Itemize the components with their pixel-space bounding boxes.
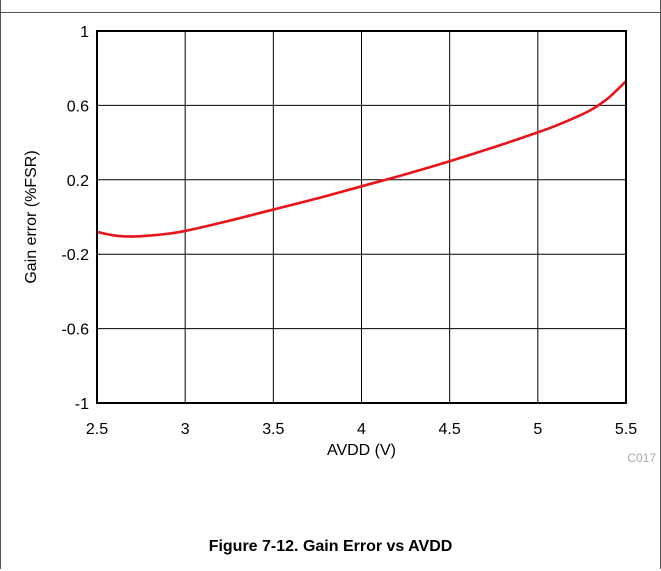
y-tick-label: 1 — [80, 24, 89, 41]
x-tick-label: 5.5 — [615, 421, 637, 438]
y-axis-label: Gain error (%FSR) — [23, 150, 40, 283]
figure-caption: Figure 7-12. Gain Error vs AVDD — [208, 538, 453, 555]
x-tick-labels: 2.5 3 3.5 4 4.5 5 5.5 — [86, 421, 637, 438]
figure-code-label: C017 — [627, 451, 656, 465]
y-tick-label: 0.6 — [67, 98, 89, 115]
x-tick-label: 4 — [357, 421, 366, 438]
y-tick-label: 0.2 — [67, 173, 89, 190]
x-axis-label: AVDD (V) — [327, 442, 396, 459]
gain-error-chart: 2.5 3 3.5 4 4.5 5 5.5 1 0.6 0.2 -0.2 -0.6 -1 AVDD (… — [23, 24, 656, 465]
y-tick-label: -0.6 — [61, 322, 89, 339]
x-tick-label: 3 — [181, 421, 190, 438]
plot-border — [96, 30, 627, 404]
x-tick-label: 3.5 — [262, 421, 284, 438]
series-layer — [96, 80, 627, 238]
x-tick-label: 5 — [533, 421, 542, 438]
x-tick-label: 4.5 — [439, 421, 461, 438]
y-tick-labels: 1 0.6 0.2 -0.2 -0.6 -1 — [61, 24, 89, 413]
top-rule — [0, 12, 661, 13]
gain-error-series-line — [96, 80, 627, 238]
y-tick-label: -0.2 — [61, 247, 89, 264]
grid — [97, 31, 626, 403]
y-tick-label: -1 — [75, 396, 89, 413]
x-tick-label: 2.5 — [86, 421, 108, 438]
